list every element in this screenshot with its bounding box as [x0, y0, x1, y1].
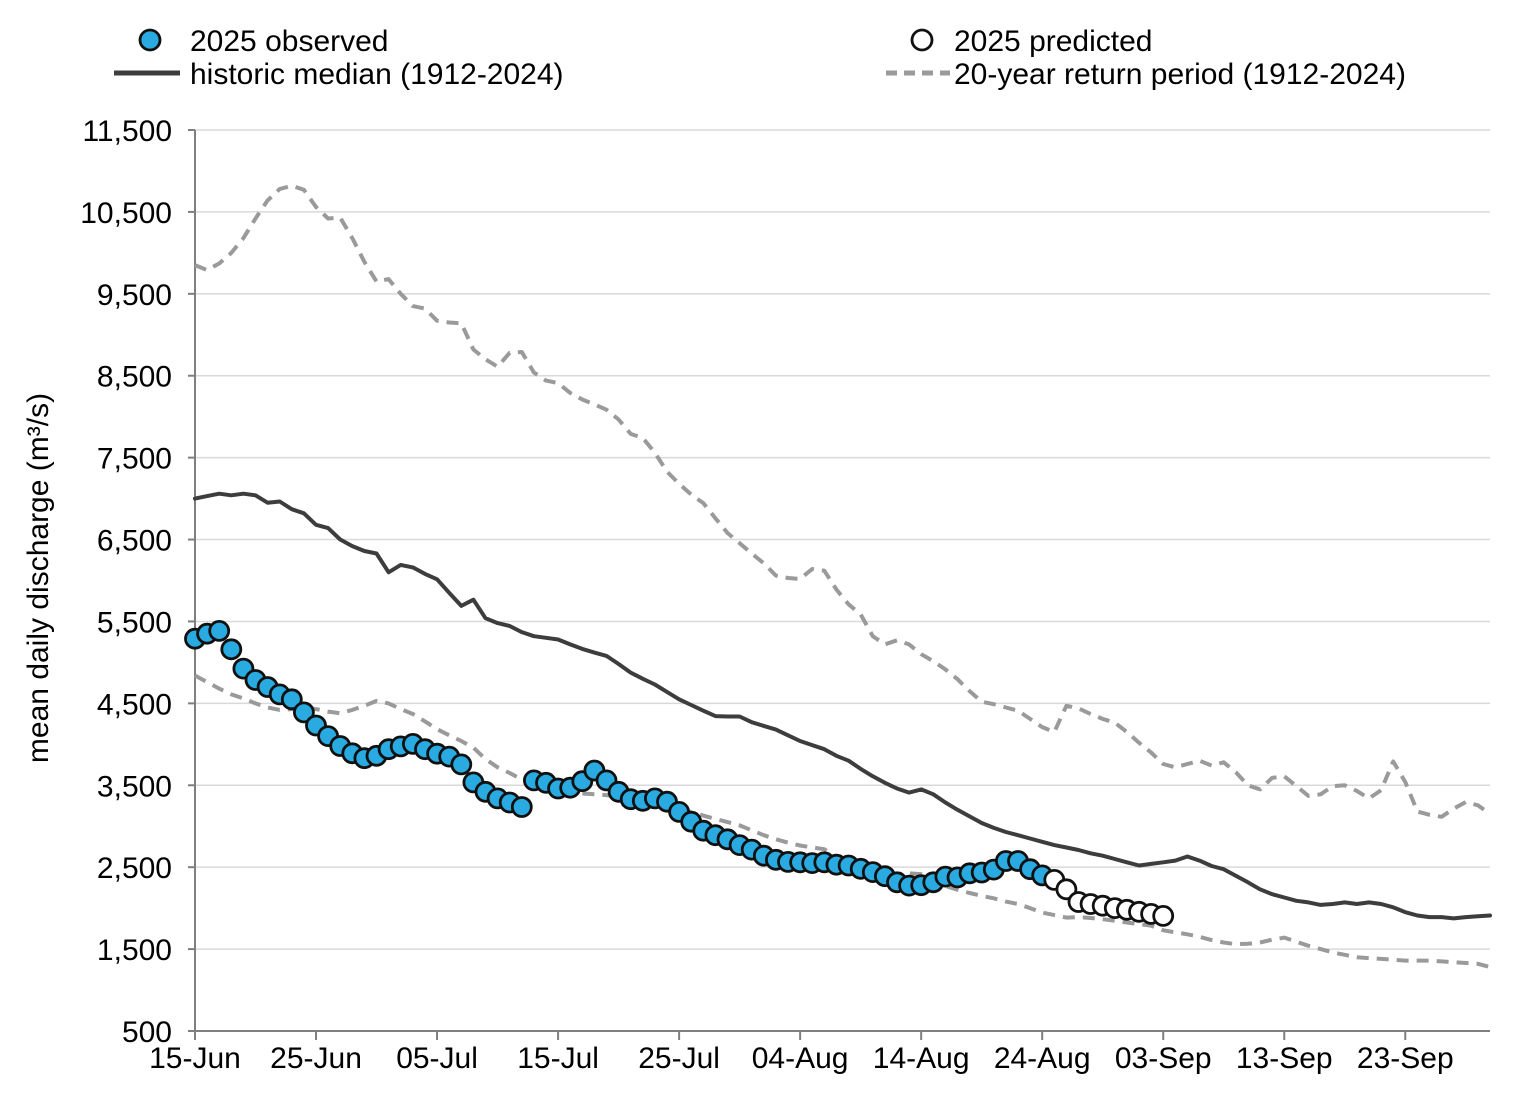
x-tick-label: 04-Aug — [752, 1042, 849, 1075]
tick-labels-group: 500 1,500 2,500 3,500 4,500 5,500 6,500 7,500 8,… — [80, 115, 1453, 1075]
observed-point — [510, 796, 533, 818]
x-tick-label: 23-Sep — [1357, 1042, 1454, 1075]
y-tick-label: 2,500 — [97, 852, 172, 885]
legend-median-label: historic median (1912-2024) — [190, 58, 564, 91]
axes-group — [188, 129, 1490, 1040]
legend-return-period-label: 20-year return period (1912-2024) — [954, 58, 1406, 91]
x-tick-label: 25-Jun — [270, 1042, 362, 1075]
line-series-group — [193, 183, 1492, 970]
scatter-series-group — [184, 620, 1175, 927]
y-tick-label: 10,500 — [80, 197, 172, 230]
x-tick-label: 13-Sep — [1236, 1042, 1333, 1075]
observed-point — [292, 701, 315, 724]
observed-point — [220, 638, 243, 661]
x-tick-label: 14-Aug — [873, 1042, 970, 1075]
return-period-line — [194, 673, 1491, 970]
y-tick-label: 6,500 — [97, 525, 172, 558]
y-tick-label: 3,500 — [97, 770, 172, 803]
y-tick-label: 500 — [122, 1016, 172, 1049]
median-line — [193, 491, 1492, 921]
predicted-marker-icon — [910, 28, 934, 52]
observed-point — [208, 620, 231, 642]
y-tick-label: 1,500 — [97, 934, 172, 967]
x-tick-label: 24-Aug — [994, 1042, 1091, 1075]
legend-item-return-period: 20-year return period (1912-2024) — [886, 58, 1406, 91]
legend-item-observed: 2025 observed — [138, 25, 389, 58]
y-axis-title: mean daily discharge (m³/s) — [22, 393, 55, 763]
return-period-line — [194, 183, 1492, 819]
y-tick-label: 8,500 — [97, 361, 172, 394]
legend: 2025 observed historic median (1912-2024… — [114, 25, 1406, 91]
x-tick-label: 03-Sep — [1115, 1042, 1212, 1075]
observed-point — [450, 753, 473, 776]
y-tick-label: 4,500 — [97, 688, 172, 721]
legend-item-median: historic median (1912-2024) — [114, 58, 564, 91]
legend-predicted-label: 2025 predicted — [954, 25, 1153, 58]
x-tick-label: 25-Jul — [638, 1042, 720, 1075]
observed-point — [280, 688, 303, 711]
y-tick-label: 7,500 — [97, 443, 172, 476]
legend-item-predicted: 2025 predicted — [910, 25, 1153, 58]
y-tick-label: 5,500 — [97, 606, 172, 639]
legend-observed-label: 2025 observed — [190, 25, 389, 58]
y-tick-label: 9,500 — [97, 279, 172, 312]
predicted-point — [1152, 905, 1175, 927]
x-tick-label: 05-Jul — [396, 1042, 478, 1075]
y-tick-label: 11,500 — [82, 115, 172, 148]
gridlines-group — [195, 129, 1490, 950]
x-tick-label: 15-Jun — [149, 1042, 241, 1075]
observed-marker-icon — [138, 28, 162, 52]
x-tick-label: 15-Jul — [517, 1042, 599, 1075]
